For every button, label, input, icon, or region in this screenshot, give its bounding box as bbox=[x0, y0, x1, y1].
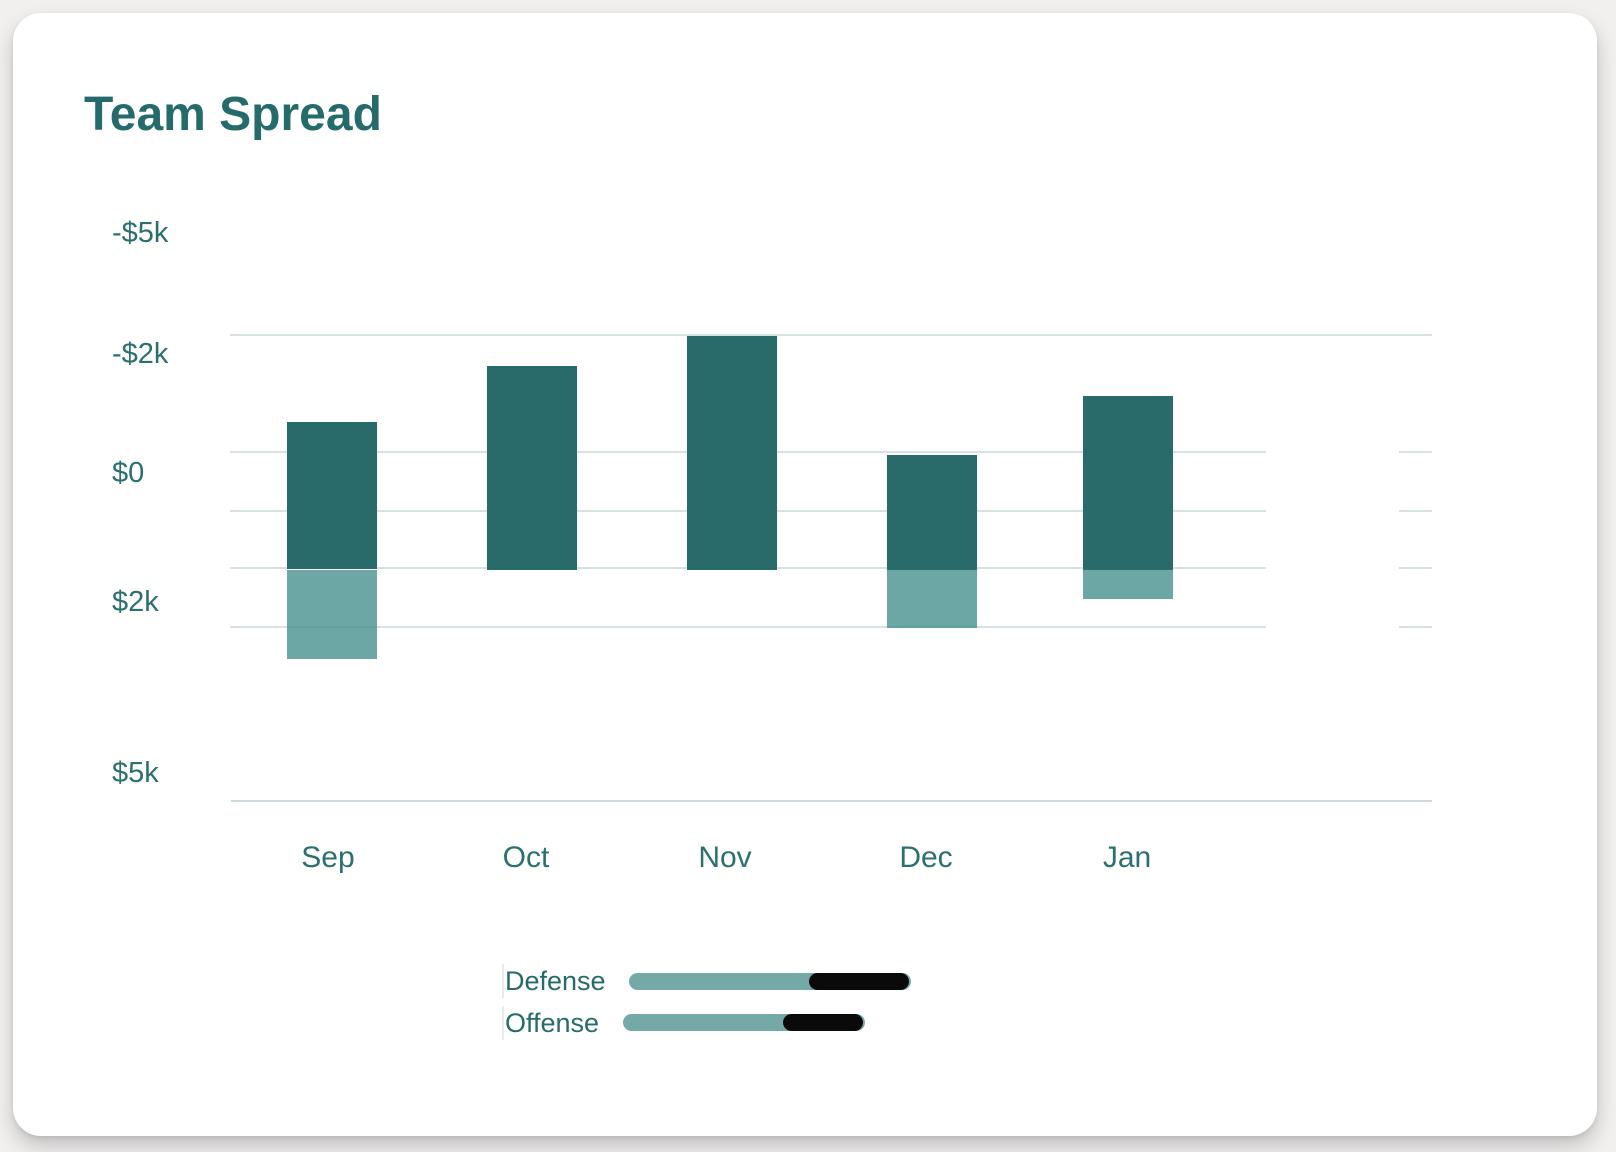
bar-oct-defense[interactable] bbox=[487, 366, 577, 570]
legend-label-offense: Offense bbox=[505, 1008, 600, 1038]
legend-label-defense: Defense bbox=[505, 966, 606, 996]
x-tick-label-jan: Jan bbox=[1102, 841, 1152, 874]
gridline bbox=[1399, 451, 1432, 453]
y-tick-label: $0 bbox=[112, 457, 145, 489]
bar-jan-defense[interactable] bbox=[1083, 396, 1173, 570]
bar-jan-offense[interactable] bbox=[1083, 570, 1173, 599]
x-tick-label-oct: Oct bbox=[502, 841, 550, 874]
y-tick-label: -$2k bbox=[112, 338, 169, 370]
y-tick-label: $2k bbox=[112, 586, 159, 618]
gridline bbox=[230, 626, 1266, 628]
x-axis-line bbox=[231, 800, 1432, 802]
gridline bbox=[1399, 567, 1432, 569]
x-tick-label-sep: Sep bbox=[301, 841, 355, 874]
bar-nov-defense[interactable] bbox=[687, 336, 777, 570]
bar-dec-defense[interactable] bbox=[887, 455, 977, 570]
y-tick-label: -$5k bbox=[112, 217, 169, 249]
chart-card: Team Spread bbox=[13, 13, 1597, 1136]
bar-sep-offense[interactable] bbox=[287, 570, 377, 659]
legend-tick-line bbox=[502, 1006, 504, 1040]
gridline bbox=[1399, 626, 1432, 628]
x-tick-label-nov: Nov bbox=[698, 841, 752, 874]
legend-tick-line bbox=[502, 964, 504, 998]
y-tick-label: $5k bbox=[112, 757, 159, 789]
gridline bbox=[230, 334, 1432, 336]
chart-title: Team Spread bbox=[84, 88, 382, 141]
bar-sep-defense[interactable] bbox=[287, 422, 377, 569]
gridline bbox=[1399, 510, 1432, 512]
offense-slider-remainder[interactable] bbox=[783, 1014, 863, 1031]
x-tick-label-dec: Dec bbox=[899, 841, 953, 874]
defense-slider-remainder[interactable] bbox=[809, 973, 909, 990]
bar-dec-offense[interactable] bbox=[887, 570, 977, 628]
